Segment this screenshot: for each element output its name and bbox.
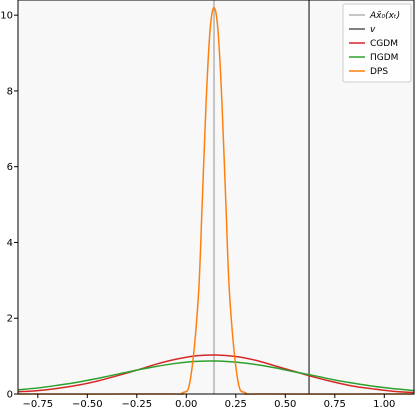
series-line-cgdm [17, 354, 415, 394]
y-tick-label: 0 [7, 390, 13, 401]
legend: Ax̃₀(xₜ) v CGDM ΠGDM DPS [342, 3, 412, 83]
x-tick-label: 0.00 [175, 399, 197, 410]
axes: −0.75 −0.50 −0.25 0.00 0.25 0.50 0.75 1.00 0 2 4 6 8… [0, 11, 395, 410]
legend-label: CGDM [370, 39, 398, 49]
y-tick-label: 6 [7, 162, 13, 173]
x-tick-label: −0.25 [121, 399, 152, 410]
chart-marks [17, 0, 415, 395]
series-line-dps [17, 6, 415, 395]
series-line-pigdm [17, 360, 415, 392]
legend-label: ΠGDM [370, 53, 398, 63]
x-tick-label: 0.50 [274, 399, 296, 410]
legend-label: v [370, 25, 376, 35]
legend-box [342, 3, 412, 83]
y-tick-label: 2 [7, 314, 13, 325]
y-tick-label: 4 [7, 238, 13, 249]
x-tick-label: 1.00 [373, 399, 395, 410]
legend-label: DPS [370, 67, 388, 77]
x-tick-label: 0.75 [324, 399, 346, 410]
y-tick-label: 8 [7, 86, 13, 97]
x-tick-label: −0.50 [72, 399, 103, 410]
x-tick-label: 0.25 [225, 399, 247, 410]
x-tick-label: −0.75 [22, 399, 53, 410]
plot-frame [17, 0, 415, 395]
legend-label: Ax̃₀(xₜ) [369, 11, 400, 21]
y-tick-label: 10 [0, 11, 13, 22]
